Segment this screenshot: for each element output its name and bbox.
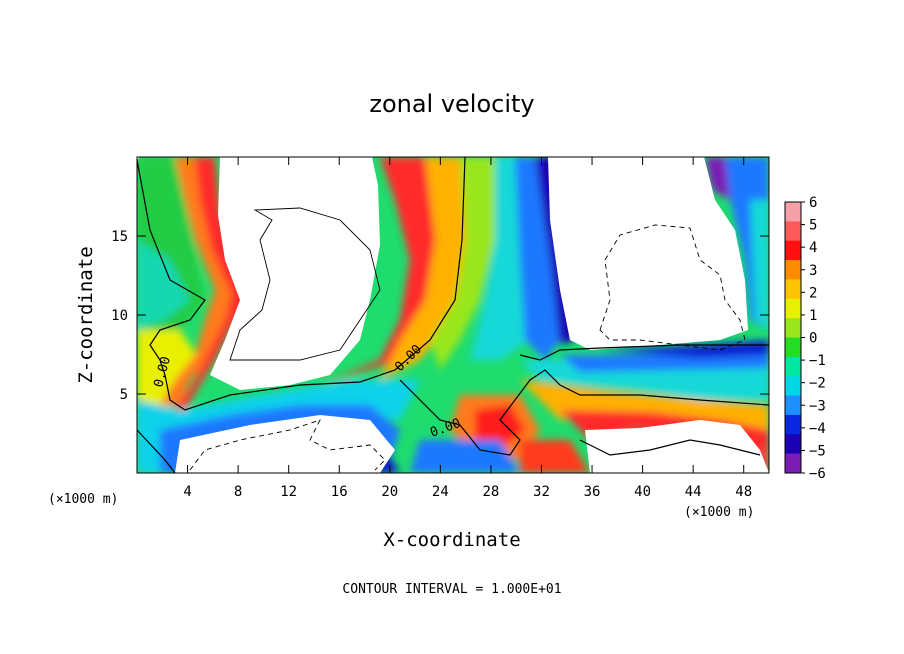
colorbar-swatch xyxy=(785,279,801,300)
colorbar-swatch xyxy=(785,298,801,319)
colorbar-tick-label: −4 xyxy=(809,421,826,437)
colorbar-tick-label: −1 xyxy=(809,353,826,369)
colorbar-swatch xyxy=(785,395,801,416)
y-tick-label: 10 xyxy=(111,308,128,324)
colorbar-tick-label: 1 xyxy=(809,308,817,324)
x-tick-label: 20 xyxy=(381,484,398,500)
y-axis-ticks: 5 10 15 xyxy=(111,229,769,403)
colorbar-tick-label: 5 xyxy=(809,218,817,234)
colorbar-tick-label: −2 xyxy=(809,376,826,392)
colorbar-swatch xyxy=(785,453,801,474)
colorbar-tick-label: −5 xyxy=(809,443,826,459)
y-axis-label: Z-coordinate xyxy=(75,246,97,383)
colorbar-swatch xyxy=(785,356,801,377)
colorbar-swatch xyxy=(785,240,801,261)
plot-area: 0.00 0.00 0.00 xyxy=(137,157,769,473)
colorbar-tick-label: −3 xyxy=(809,398,826,414)
x-unit-label-right: (×1000 m) xyxy=(684,505,754,520)
x-tick-label: 12 xyxy=(280,484,297,500)
colorbar-tick-label: 0 xyxy=(809,331,817,347)
colorbar-tick-label: −6 xyxy=(809,466,826,482)
x-tick-label: 8 xyxy=(234,484,242,500)
colorbar-swatch xyxy=(785,434,801,455)
y-tick-label: 15 xyxy=(111,229,128,245)
x-tick-label: 28 xyxy=(482,484,499,500)
colorbar-swatch xyxy=(785,376,801,397)
y-tick-label: 5 xyxy=(120,387,128,403)
colorbar-tick-label: 4 xyxy=(809,240,817,256)
colorbar-swatch xyxy=(785,221,801,242)
x-unit-label-left: (×1000 m) xyxy=(48,492,118,507)
colorbar-swatch xyxy=(785,202,801,222)
x-tick-label: 4 xyxy=(183,484,191,500)
x-tick-label: 36 xyxy=(584,484,601,500)
x-tick-label: 32 xyxy=(533,484,550,500)
colorbar-tick-label: 3 xyxy=(809,263,817,279)
x-tick-label: 24 xyxy=(432,484,449,500)
colorbar-swatch xyxy=(785,260,801,280)
x-tick-label: 40 xyxy=(634,484,651,500)
x-axis-ticks: 4 8 12 16 20 24 28 32 36 40 44 48 xyxy=(183,157,752,500)
chart-title: zonal velocity xyxy=(369,90,534,118)
colorbar-tick-label: 6 xyxy=(809,195,817,211)
contour-interval-footer: CONTOUR INTERVAL = 1.000E+01 xyxy=(342,582,561,597)
colorbar-tick-label: 2 xyxy=(809,285,817,301)
colorbar: 6 5 4 3 2 1 0 −1 −2 −3 −4 −5 −6 xyxy=(784,195,826,482)
x-tick-label: 48 xyxy=(735,484,752,500)
x-tick-label: 44 xyxy=(685,484,702,500)
x-tick-label: 16 xyxy=(331,484,348,500)
colorbar-swatch xyxy=(785,337,801,358)
x-axis-label: X-coordinate xyxy=(383,529,520,551)
colorbar-swatch xyxy=(785,414,801,435)
colorbar-swatch xyxy=(785,318,801,338)
